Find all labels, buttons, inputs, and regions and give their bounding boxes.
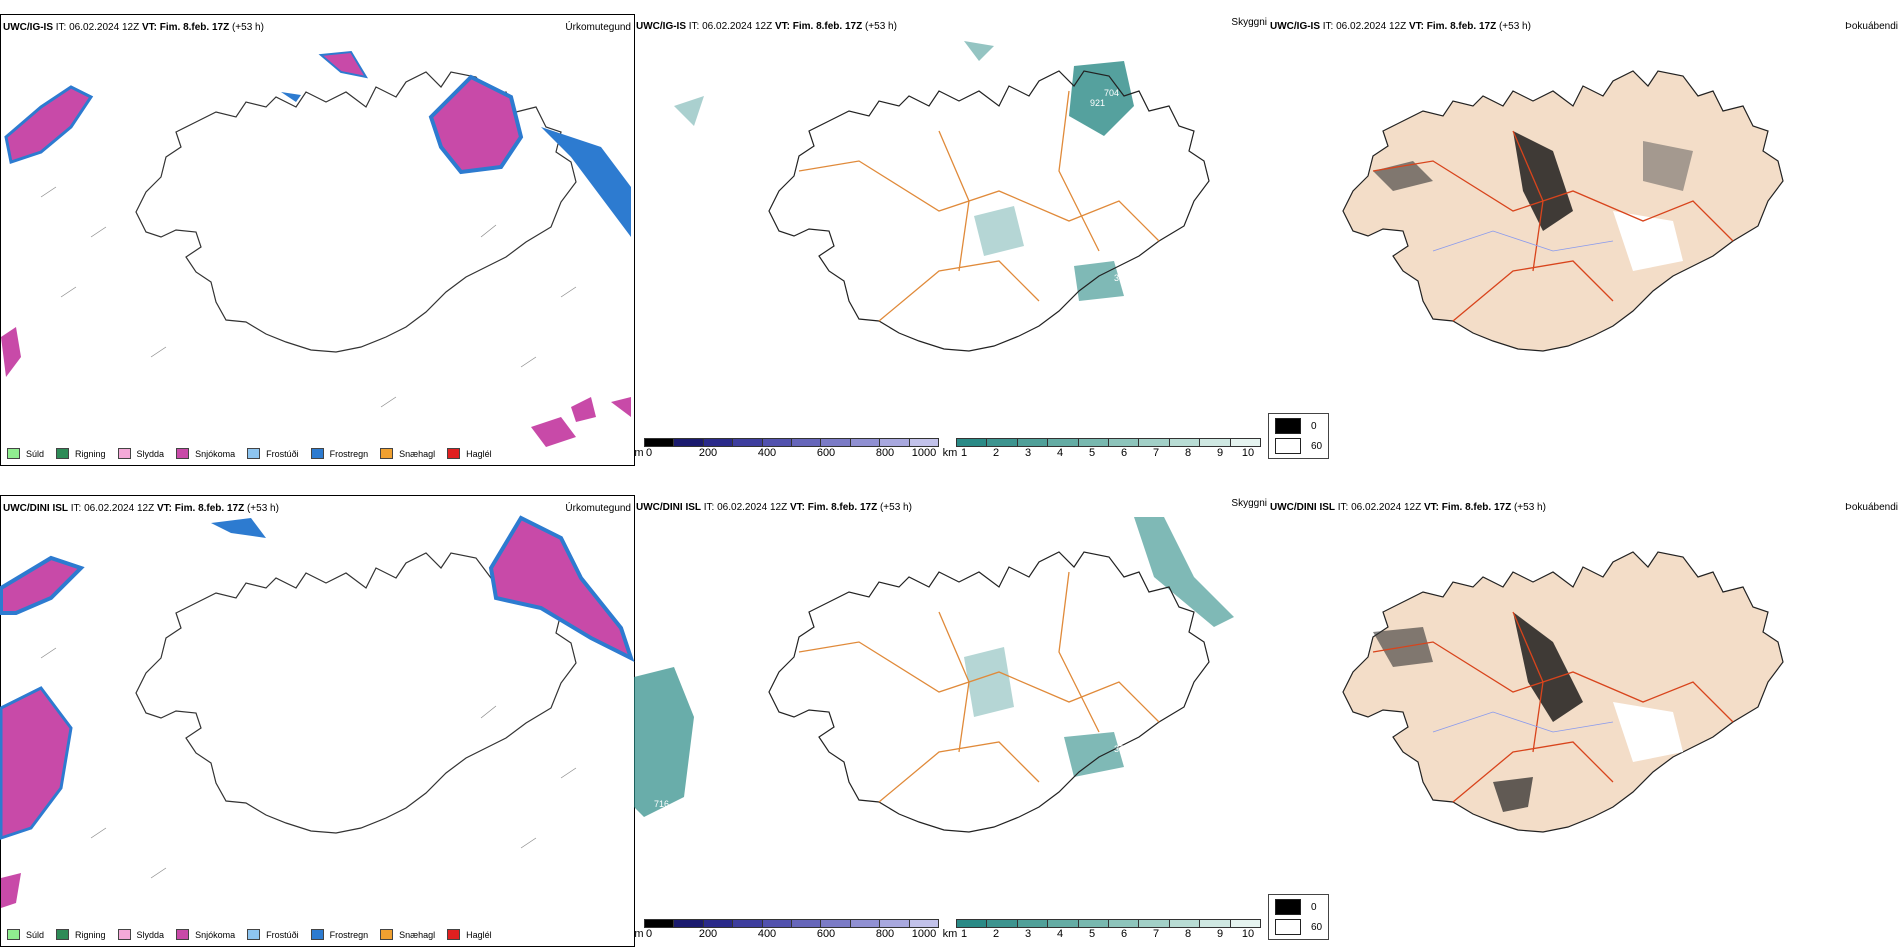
visibility-map-panel: UWC/IG-IS IT: 06.02.2024 12Z VT: Fim. 8.… (634, 14, 1267, 464)
panel-title: UWC/IG-IS IT: 06.02.2024 12Z VT: Fim. 8.… (1270, 21, 1531, 32)
low-visibility-area (964, 41, 994, 61)
height-scale: m 0 200 400 600 800 1000 (634, 438, 939, 461)
low-visibility-area (674, 96, 704, 126)
wind-barbs (40, 647, 577, 879)
fog-legend-low: 0 (1275, 899, 1322, 915)
legend-item: Haglél (447, 929, 492, 940)
point-value: 308 (1114, 273, 1129, 283)
fog-legend-high: 60 (1275, 438, 1322, 454)
legend-item: Snæhagl (380, 448, 435, 459)
fog-legend-low: 0 (1275, 418, 1322, 434)
snow-area (0, 686, 73, 840)
precip-map-panel: UWC/DINI ISL IT: 06.02.2024 12Z VT: Fim.… (0, 495, 635, 947)
snow-area (1, 873, 21, 908)
low-visibility-area (964, 647, 1014, 717)
legend-item: Slydda (117, 448, 164, 459)
legend-item: Rigning (56, 929, 106, 940)
fog-legend: 0 60 (1268, 894, 1330, 940)
visibility-map: 716 339 379 146 (634, 517, 1234, 833)
visibility-scale: km 1 2 3 4 5 6 7 8 9 10 (942, 919, 1261, 942)
legend-item: Frostregn (310, 448, 368, 459)
precip-map-panel: UWC/IG-IS IT: 06.02.2024 12Z VT: Fim. 8.… (0, 14, 635, 466)
legend-item: Frostregn (310, 929, 368, 940)
visibility-scale-labels: km 1 2 3 4 5 6 7 8 9 10 (942, 928, 1255, 940)
snow-area (4, 85, 94, 164)
legend-item: Snæhagl (380, 929, 435, 940)
low-visibility-area (1064, 732, 1124, 777)
snow-area (531, 417, 576, 447)
precip-map (1, 50, 631, 447)
legend-item: Snjókoma (176, 448, 235, 459)
legend-item: Snjókoma (176, 929, 235, 940)
wind-barbs (40, 186, 577, 408)
fog-map-panel: UWC/DINI ISL IT: 06.02.2024 12Z VT: Fim.… (1268, 495, 1900, 945)
variable-name: Skyggni (1231, 17, 1267, 28)
fog-legend: 0 60 (1268, 413, 1330, 459)
point-value: 921 (1090, 98, 1105, 108)
precip-map (0, 515, 635, 908)
freezing-rain-area (211, 518, 266, 538)
fog-legend-high: 60 (1275, 919, 1322, 935)
point-value: 373 (934, 403, 949, 413)
snow-area (318, 50, 369, 79)
height-scale-labels: m 0 200 400 600 800 1000 (634, 928, 937, 940)
panel-title: UWC/DINI ISL IT: 06.02.2024 12Z VT: Fim.… (3, 503, 279, 514)
freezing-rain-area (541, 127, 631, 237)
point-value: 339 (1094, 624, 1109, 634)
legend-item: Frostúði (247, 929, 299, 940)
fog-map (1342, 70, 1784, 352)
legend-item: Súld (7, 448, 44, 459)
precip-legend: Súld Rigning Slydda Snjókoma Frostúði Fr… (7, 448, 504, 459)
low-visibility-area (974, 206, 1024, 256)
point-value: 146 (844, 539, 859, 549)
variable-name: Þokuábendi (1845, 502, 1898, 513)
low-visibility-area (1074, 261, 1124, 301)
snow-area (0, 555, 85, 615)
visibility-scale: km 1 2 3 4 5 6 7 8 9 10 (942, 438, 1261, 461)
variable-name: Skyggni (1231, 498, 1267, 509)
variable-name: Úrkomutegund (565, 22, 631, 33)
snow-area (1, 327, 21, 377)
panel-title: UWC/DINI ISL IT: 06.02.2024 12Z VT: Fim.… (636, 502, 912, 513)
legend-item: Haglél (447, 448, 492, 459)
height-scale: m 0 200 400 600 800 1000 (634, 919, 939, 942)
freezing-rain-area (281, 92, 301, 102)
point-value: 716 (654, 799, 669, 809)
fog-map (1342, 551, 1784, 833)
snow-area (428, 74, 524, 175)
panel-title: UWC/IG-IS IT: 06.02.2024 12Z VT: Fim. 8.… (636, 21, 897, 32)
precip-legend: Súld Rigning Slydda Snjókoma Frostúði Fr… (7, 929, 504, 940)
variable-name: Úrkomutegund (565, 503, 631, 514)
point-value: 704 (1104, 88, 1119, 98)
low-visibility-area (634, 667, 694, 817)
panel-title: UWC/IG-IS IT: 06.02.2024 12Z VT: Fim. 8.… (3, 22, 264, 33)
visibility-scale-labels: km 1 2 3 4 5 6 7 8 9 10 (942, 447, 1255, 459)
legend-item: Rigning (56, 448, 106, 459)
point-value: 379 (1114, 744, 1129, 754)
legend-item: Frostúði (247, 448, 299, 459)
height-scale-labels: m 0 200 400 600 800 1000 (634, 447, 937, 459)
visibility-map-panel: UWC/DINI ISL IT: 06.02.2024 12Z VT: Fim.… (634, 495, 1267, 945)
legend-item: Slydda (117, 929, 164, 940)
visibility-map: 704 921 308 373 (674, 41, 1210, 413)
snow-area (571, 397, 596, 422)
panel-title: UWC/DINI ISL IT: 06.02.2024 12Z VT: Fim.… (1270, 502, 1546, 513)
snow-area (611, 397, 631, 417)
low-visibility-area (1069, 61, 1134, 136)
legend-item: Súld (7, 929, 44, 940)
fog-map-panel: UWC/IG-IS IT: 06.02.2024 12Z VT: Fim. 8.… (1268, 14, 1900, 464)
variable-name: Þokuábendi (1845, 21, 1898, 32)
low-visibility-area (1134, 517, 1234, 627)
snow-area (488, 515, 635, 662)
